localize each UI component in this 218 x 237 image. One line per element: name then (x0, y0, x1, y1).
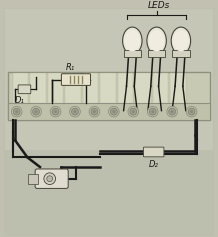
Ellipse shape (123, 27, 142, 54)
Circle shape (73, 110, 77, 113)
Circle shape (112, 110, 115, 113)
FancyBboxPatch shape (100, 73, 116, 119)
Text: R₁: R₁ (66, 63, 75, 72)
Circle shape (89, 106, 100, 117)
Circle shape (167, 106, 177, 117)
Circle shape (11, 106, 22, 117)
Circle shape (44, 173, 56, 185)
Circle shape (111, 108, 117, 115)
FancyBboxPatch shape (172, 50, 190, 57)
FancyBboxPatch shape (153, 73, 168, 119)
Circle shape (52, 108, 59, 115)
Circle shape (50, 106, 61, 117)
FancyBboxPatch shape (65, 73, 81, 119)
FancyBboxPatch shape (5, 9, 213, 150)
Circle shape (186, 106, 197, 117)
FancyBboxPatch shape (61, 74, 90, 85)
FancyBboxPatch shape (143, 147, 164, 157)
Ellipse shape (171, 27, 191, 54)
Circle shape (47, 176, 53, 182)
FancyBboxPatch shape (4, 8, 214, 236)
Circle shape (130, 108, 137, 115)
Circle shape (151, 110, 154, 113)
Text: D₂: D₂ (149, 160, 159, 169)
Circle shape (72, 108, 78, 115)
Circle shape (15, 110, 18, 113)
Circle shape (70, 106, 80, 117)
FancyBboxPatch shape (30, 73, 46, 119)
FancyBboxPatch shape (28, 174, 38, 183)
FancyBboxPatch shape (13, 73, 28, 119)
FancyBboxPatch shape (124, 50, 141, 57)
Circle shape (91, 108, 98, 115)
Text: D₁: D₁ (15, 96, 25, 105)
Circle shape (109, 106, 119, 117)
Circle shape (33, 108, 39, 115)
Circle shape (93, 110, 96, 113)
Circle shape (128, 106, 139, 117)
Ellipse shape (147, 27, 166, 54)
Circle shape (132, 110, 135, 113)
FancyBboxPatch shape (18, 85, 31, 94)
FancyBboxPatch shape (8, 103, 210, 120)
Circle shape (171, 110, 174, 113)
FancyBboxPatch shape (135, 73, 151, 119)
Ellipse shape (173, 30, 189, 51)
Circle shape (13, 108, 20, 115)
FancyBboxPatch shape (35, 169, 68, 188)
Ellipse shape (149, 30, 164, 51)
Circle shape (31, 106, 41, 117)
Circle shape (54, 110, 57, 113)
Circle shape (35, 110, 37, 113)
Circle shape (190, 110, 193, 113)
Circle shape (147, 106, 158, 117)
FancyBboxPatch shape (8, 72, 210, 120)
Circle shape (169, 108, 175, 115)
Text: LEDs: LEDs (147, 1, 170, 10)
Circle shape (149, 108, 156, 115)
FancyBboxPatch shape (170, 73, 186, 119)
FancyBboxPatch shape (83, 73, 98, 119)
FancyBboxPatch shape (48, 73, 63, 119)
FancyBboxPatch shape (118, 73, 133, 119)
Circle shape (188, 108, 195, 115)
FancyBboxPatch shape (148, 50, 165, 57)
Ellipse shape (124, 30, 140, 51)
